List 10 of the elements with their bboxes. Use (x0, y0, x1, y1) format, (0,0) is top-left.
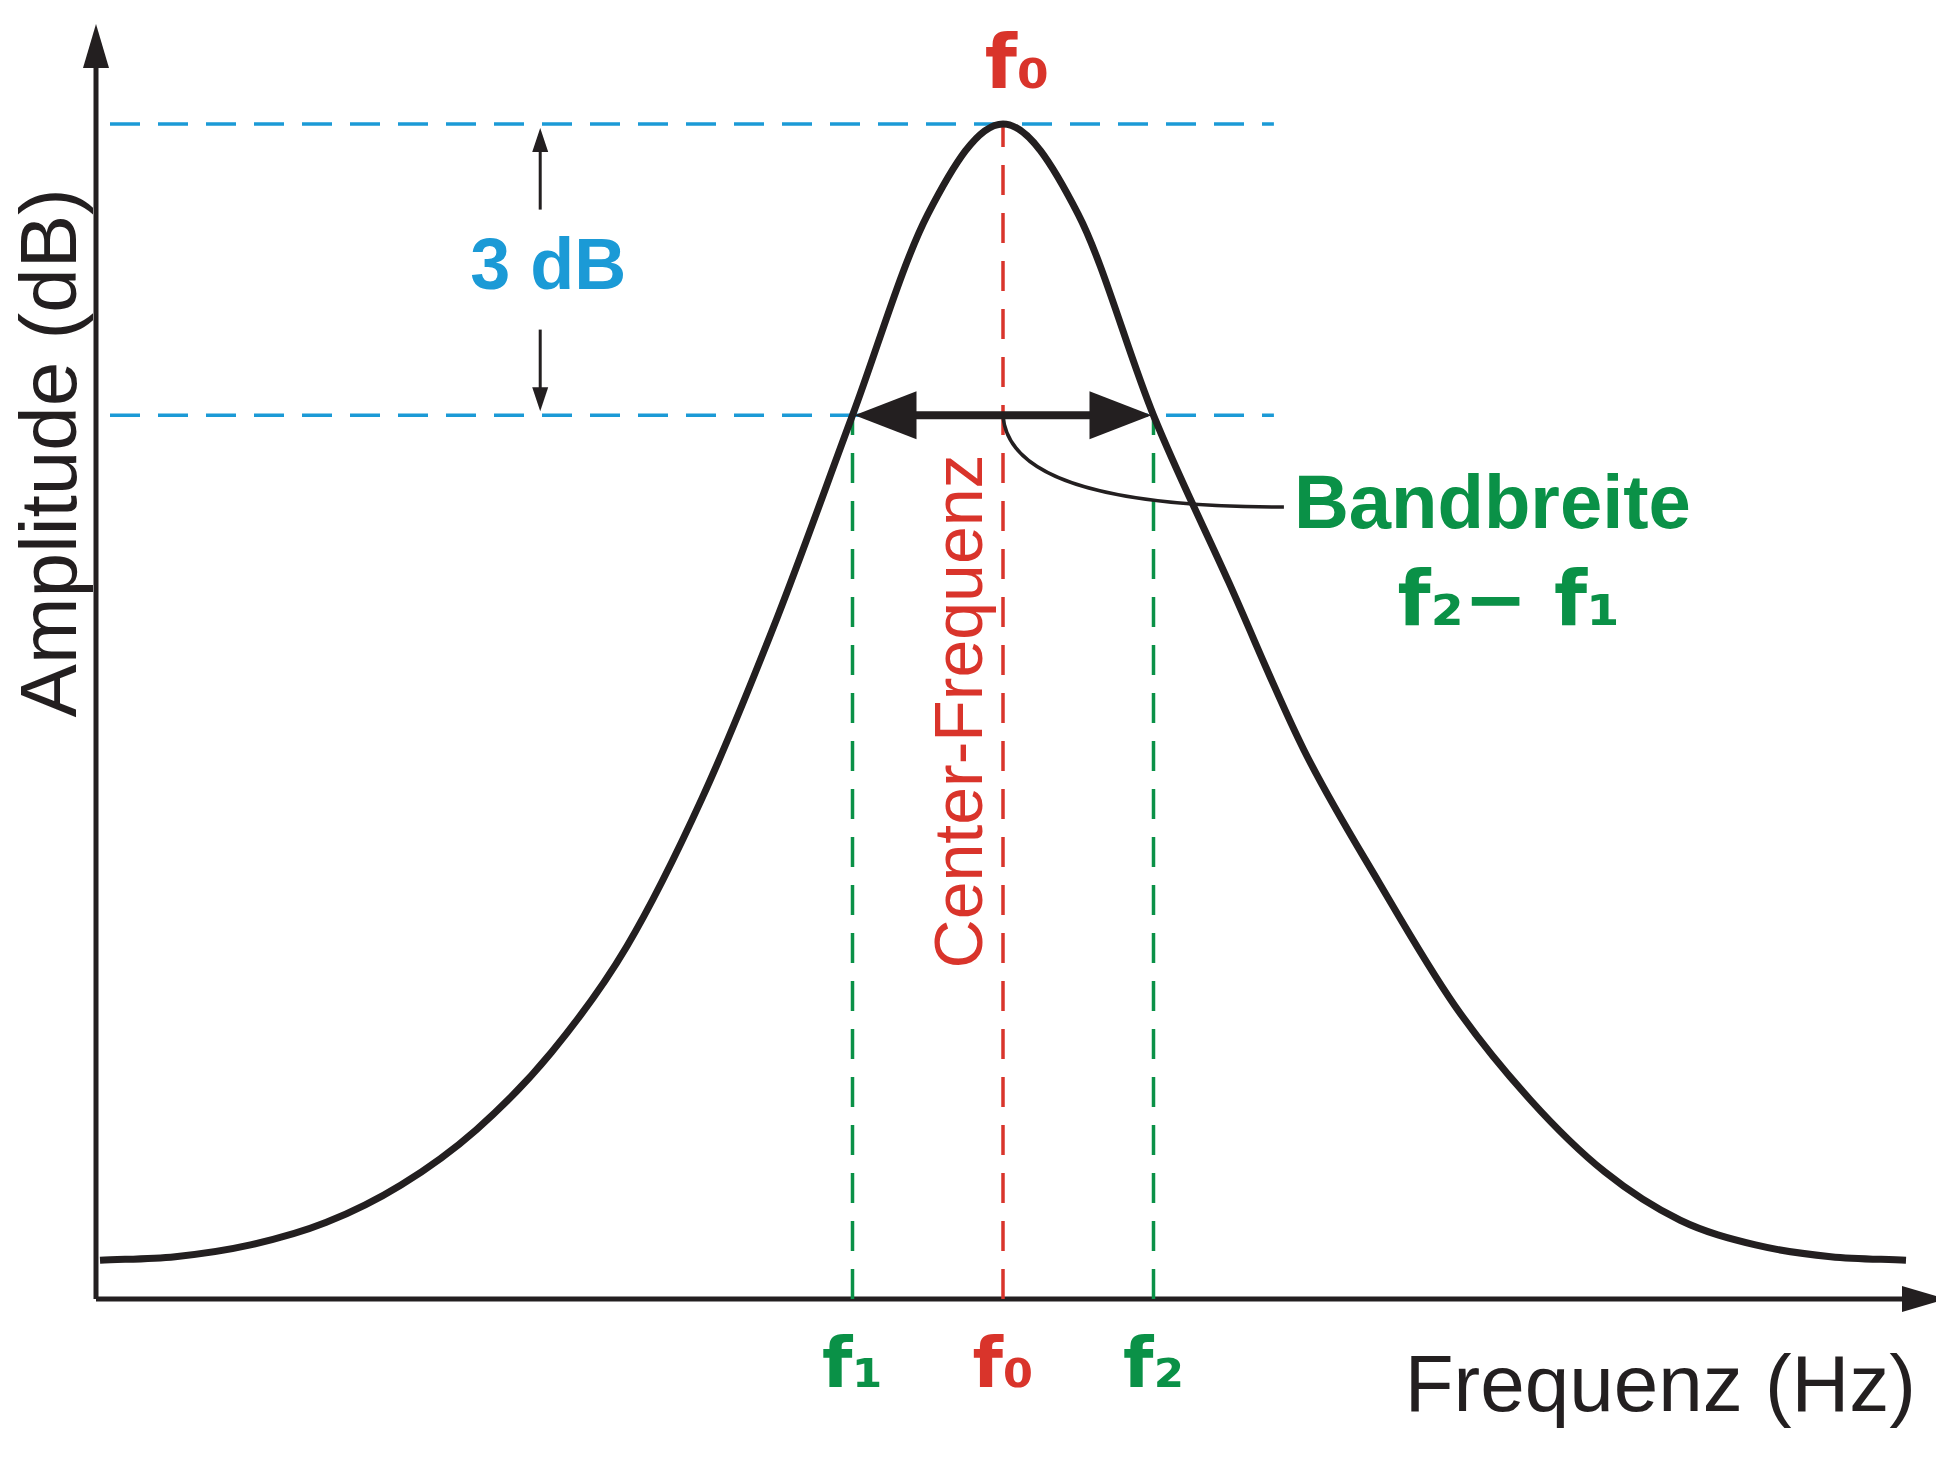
annotation: Bandbreite (1293, 458, 1691, 544)
annotation: f₂− f₁ (1397, 554, 1621, 644)
x-tick-label: f₁ (821, 1322, 884, 1405)
x-tick-label: f₂ (1122, 1322, 1185, 1405)
x-axis-title: Frequenz (Hz) (1404, 1339, 1916, 1429)
x-tick-label: f₀ (972, 1322, 1034, 1405)
annotation: 3 dB (470, 224, 627, 305)
annotation: Center-Frequenz (919, 454, 996, 969)
y-axis-title: Amplitude (dB) (4, 188, 94, 718)
ref-line-label: f₀ (984, 19, 1050, 106)
